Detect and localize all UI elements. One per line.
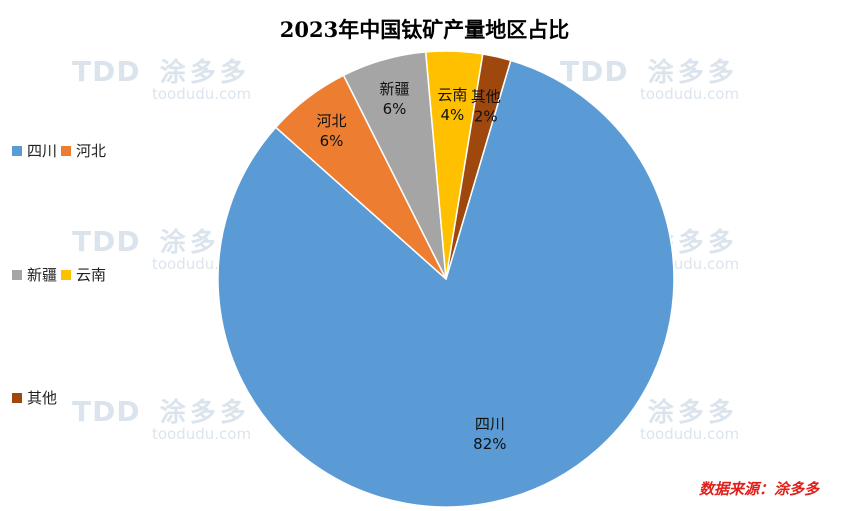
legend-entry: 四川 — [12, 140, 57, 161]
legend-entry: 云南 — [57, 264, 106, 285]
legend-entry: 河北 — [57, 140, 106, 161]
slice-value-label: 2% — [474, 107, 498, 125]
data-source-note: 数据来源：涂多多 — [698, 480, 819, 498]
legend-label: 河北 — [76, 142, 107, 160]
legend-swatch — [12, 145, 22, 156]
legend-swatch — [61, 269, 72, 280]
legend-label: 四川 — [27, 142, 58, 160]
legend-swatch — [61, 145, 72, 156]
slice-other — [445, 53, 512, 280]
chart-title: 2023年中国钛矿产量地区占比 — [279, 17, 570, 42]
slice-category-label: 河北 — [317, 112, 347, 130]
legend-row-1: 四川 河北 — [12, 140, 106, 161]
legend-label: 云南 — [76, 266, 107, 284]
legend-label: 新疆 — [27, 266, 58, 284]
slice-value-label: 6% — [383, 100, 407, 118]
legend-swatch — [12, 392, 22, 403]
slice-category-label: 其他 — [471, 87, 501, 105]
slice-value-label: 4% — [441, 106, 465, 124]
legend-row-2: 新疆 云南 — [12, 264, 106, 285]
slice-value-label: 82% — [473, 435, 506, 453]
legend-entry: 其他 — [12, 387, 57, 408]
legend-swatch — [12, 269, 22, 280]
slice-category-label: 云南 — [437, 86, 467, 104]
slice-sichuan — [217, 59, 675, 508]
legend-entry: 新疆 — [12, 264, 57, 285]
legend-label: 其他 — [27, 389, 58, 407]
legend-row-3: 其他 — [12, 387, 57, 408]
slice-category-label: 新疆 — [379, 80, 409, 98]
slice-value-label: 6% — [320, 132, 344, 150]
slice-category-label: 四川 — [475, 415, 505, 433]
